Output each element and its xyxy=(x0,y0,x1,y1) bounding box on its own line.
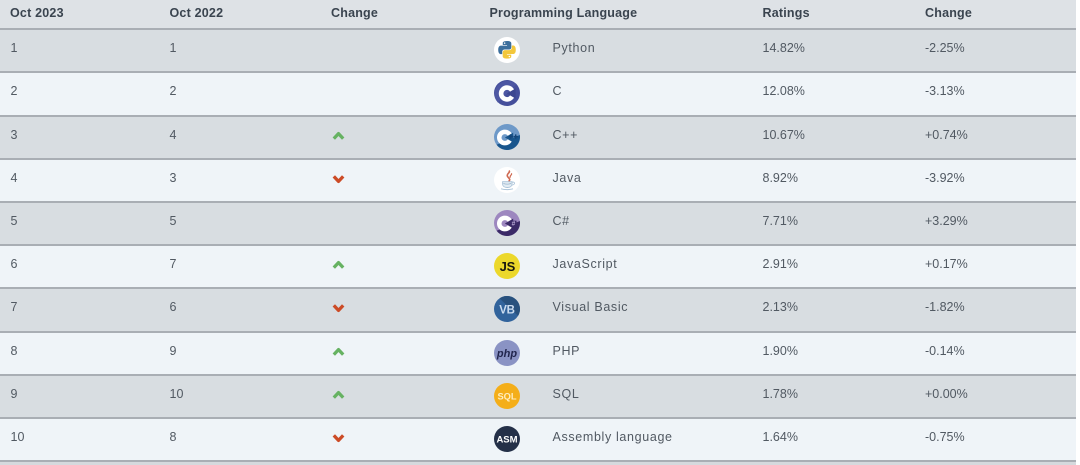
svg-text:SQL: SQL xyxy=(497,391,516,401)
svg-text:#: # xyxy=(512,221,516,228)
svg-text:VB: VB xyxy=(499,305,515,317)
svg-text:JS: JS xyxy=(500,259,516,274)
svg-text:php: php xyxy=(496,347,517,359)
svg-text:ASM: ASM xyxy=(496,435,517,446)
